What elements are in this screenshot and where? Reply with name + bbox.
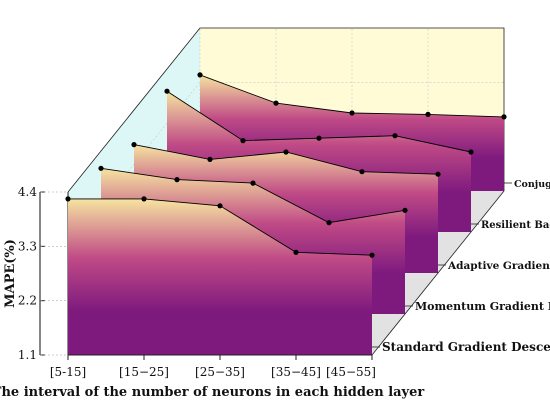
data-point — [501, 114, 507, 120]
chart-ribbons — [65, 72, 507, 355]
data-point — [435, 171, 441, 177]
data-point — [65, 196, 71, 202]
data-point — [250, 180, 256, 186]
y-axis-label: MAPE(%) — [3, 239, 18, 308]
y-tick-label: 4.4 — [18, 185, 37, 199]
data-point — [425, 111, 431, 117]
data-point — [141, 196, 147, 202]
x-tick-label: [35−45] — [271, 365, 321, 379]
y-gridline — [67, 82, 504, 247]
data-point — [468, 149, 474, 155]
data-point — [207, 156, 213, 162]
series-label: Conjugate Gradient Descent — [514, 179, 550, 190]
series-label: Adaptive Gradient Algorithm — [447, 260, 550, 272]
data-point — [240, 138, 246, 144]
x-tick-label: [25−35] — [195, 365, 245, 379]
data-point — [131, 142, 137, 148]
data-point — [349, 110, 355, 116]
data-point — [174, 177, 180, 183]
box-back-edge — [67, 27, 505, 193]
series-label: Resilient Backpropagation — [481, 220, 550, 231]
chart-series-labels: Standard Gradient Descent Momentum Gradie… — [372, 179, 550, 354]
y-tick-label: 2.2 — [18, 294, 37, 308]
data-point — [392, 133, 398, 139]
data-point — [164, 88, 170, 94]
x-axis-label: The interval of the number of neurons in… — [0, 385, 424, 400]
x-axis: [5-15] [15−25] [25−35] [35−45] [45−55] The in… — [0, 355, 424, 400]
data-point — [98, 165, 104, 171]
x-tick-label: [45−55] — [326, 365, 376, 379]
x-tick-label: [15−25] — [119, 365, 169, 379]
data-point — [217, 203, 223, 209]
floor-right-edge — [371, 190, 505, 356]
data-point — [369, 252, 375, 258]
data-point — [283, 149, 289, 155]
data-point — [316, 135, 322, 141]
series-label: Standard Gradient Descent — [382, 340, 550, 354]
data-point — [326, 220, 332, 226]
y-tick-label: 3.3 — [18, 239, 37, 253]
ribbon-area — [68, 198, 372, 355]
series-label: Momentum Gradient Descent — [415, 300, 550, 313]
data-point — [273, 100, 279, 106]
y-axis: 1.1 2.2 3.3 4.4 MAPE(%) — [3, 185, 68, 362]
data-point — [402, 207, 408, 213]
y-tick-label: 1.1 — [18, 348, 37, 362]
x-tick-label: [5-15] — [50, 365, 86, 379]
data-point — [293, 249, 299, 255]
data-point — [359, 169, 365, 175]
data-point — [197, 72, 203, 78]
